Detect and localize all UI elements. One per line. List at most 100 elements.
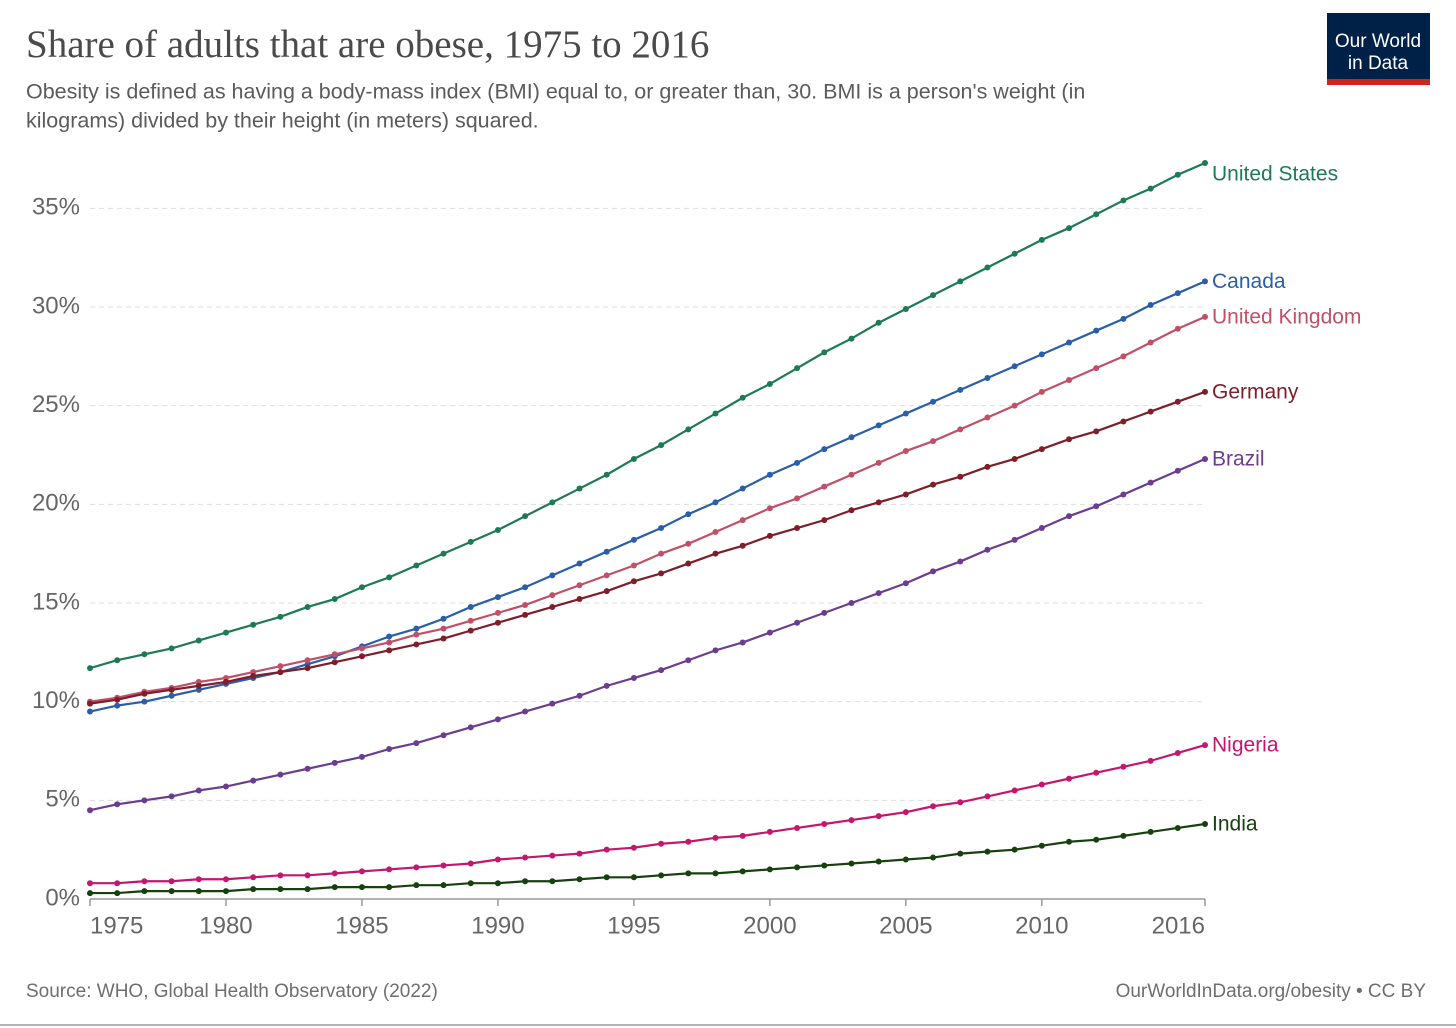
point [331,759,338,766]
point [576,876,583,883]
point [168,686,175,693]
point [576,485,583,492]
y-tick-label: 15% [32,588,80,615]
point [1174,290,1181,297]
point [766,471,773,478]
point [1011,455,1018,462]
point [821,609,828,616]
point [440,615,447,622]
point [440,635,447,642]
point [494,856,501,863]
point [1174,171,1181,178]
logo-text: Our World [1335,31,1421,52]
y-tick-label: 25% [32,391,80,418]
x-tick-label: 1980 [199,912,252,939]
series-line [89,390,1206,705]
logo [1327,13,1430,79]
point [1038,351,1045,358]
point [304,765,311,772]
point [603,874,610,881]
series-label: Brazil [1212,447,1265,470]
point [413,562,420,569]
point [277,886,284,893]
point [821,517,828,524]
point [794,459,801,466]
point [331,651,338,658]
point [114,702,121,709]
y-tick-label: 5% [45,786,80,813]
point [712,410,719,417]
point [984,546,991,553]
x-tick-label: 1985 [335,912,388,939]
point [739,485,746,492]
point [141,651,148,658]
point [902,491,909,498]
point [250,621,257,628]
point [984,793,991,800]
point [440,882,447,889]
point [603,572,610,579]
point [984,463,991,470]
point [277,613,284,620]
series-label: United States [1212,162,1338,185]
point [358,753,365,760]
point [467,617,474,624]
point [331,659,338,666]
point [930,292,937,299]
point [1066,838,1073,845]
point [766,828,773,835]
point [1011,846,1018,853]
point [1120,197,1127,204]
y-tick-label: 10% [32,687,80,714]
point [1093,211,1100,218]
point [304,872,311,879]
point [1093,365,1100,372]
point [685,540,692,547]
series-label: Germany [1212,380,1299,403]
point [87,890,93,897]
point [522,854,529,861]
point [848,600,855,606]
point [821,349,828,356]
point [576,596,583,603]
point [766,629,773,636]
point [1147,479,1154,486]
point [957,426,964,433]
point [712,550,719,557]
point [304,665,311,672]
point [930,803,937,810]
point [87,807,93,814]
point [413,641,420,648]
point [576,560,583,567]
point [603,471,610,478]
point [467,860,474,867]
point [848,817,855,824]
point [712,528,719,535]
point [114,880,121,887]
point [821,446,828,453]
point [1038,842,1045,849]
y-tick-label: 30% [32,292,80,319]
point [712,870,719,877]
point [386,746,393,753]
point [1120,491,1127,498]
point [141,690,148,697]
point [277,663,284,670]
point [794,619,801,626]
point [930,481,937,488]
point [386,884,393,891]
point [168,645,175,652]
point [1038,388,1045,395]
point [549,603,556,610]
point [195,888,202,895]
point [794,495,801,502]
point [549,499,556,506]
point [685,838,692,845]
x-tick-label: 1975 [90,912,143,939]
point [1093,769,1100,776]
point [875,499,882,506]
point [114,801,121,808]
point [386,574,393,581]
point [685,511,692,518]
point [1147,828,1154,835]
